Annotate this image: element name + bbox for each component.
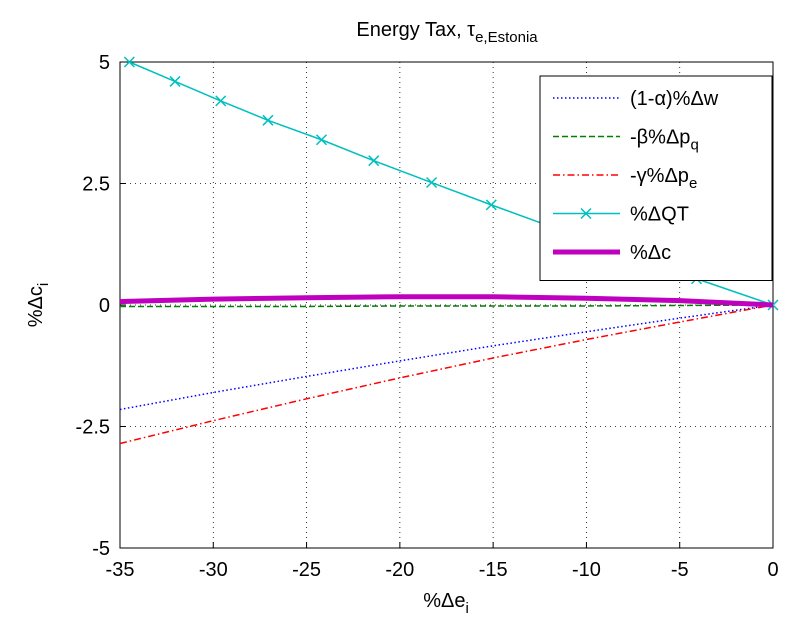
y-tick-label: 0 [99,295,110,317]
legend-name-sub: e [689,175,697,192]
legend-name-sub: q [690,137,698,154]
y-tick-label: 2.5 [82,174,110,196]
legend-name: -γ%Δp [630,165,689,187]
legend-marker [580,207,592,220]
legend-name: (1-α)%Δw [630,88,719,110]
series-line [119,304,774,445]
legend-name: %ΔQT [630,204,689,226]
legend: (1-α)%Δw-β%Δpq-γ%Δpe%ΔQT%Δc [539,75,773,281]
chart-title: Energy Tax, τe,Estonia [356,19,538,46]
legend-label: -β%Δpq [630,127,699,154]
x-tick-label: -35 [106,559,135,581]
legend-name: %Δc [630,242,671,264]
legend-label: (1-α)%Δw [630,88,719,110]
x-tick-label: -5 [671,559,689,581]
marker [315,134,328,146]
x-tick-label: 0 [767,559,778,581]
x-tick-label: -15 [479,559,508,581]
marker [123,56,135,68]
y-tick-label: 5 [99,52,110,74]
marker [215,95,227,107]
marker [426,176,438,189]
series-line [119,294,774,308]
y-tick-label: -2.5 [76,417,110,439]
marker [368,155,380,167]
legend-label: %ΔQT [630,204,689,226]
marker [262,114,274,126]
x-tick-label: -10 [572,559,601,581]
x-axis-label: %Δei [423,590,469,617]
y-axis-label: %Δci [25,283,52,328]
marker [485,199,497,211]
x-tick-label: -25 [292,559,321,581]
x-tick-label: -20 [385,559,414,581]
series-line [119,304,774,411]
legend-box [539,75,773,281]
legend-label: %Δc [630,242,671,264]
series-line [120,304,774,308]
marker [169,75,181,87]
legend-label: -γ%Δpe [630,165,697,192]
x-tick-label: -30 [199,559,228,581]
legend-name: -β%Δp [630,127,690,149]
y-tick-label: -5 [92,538,110,560]
